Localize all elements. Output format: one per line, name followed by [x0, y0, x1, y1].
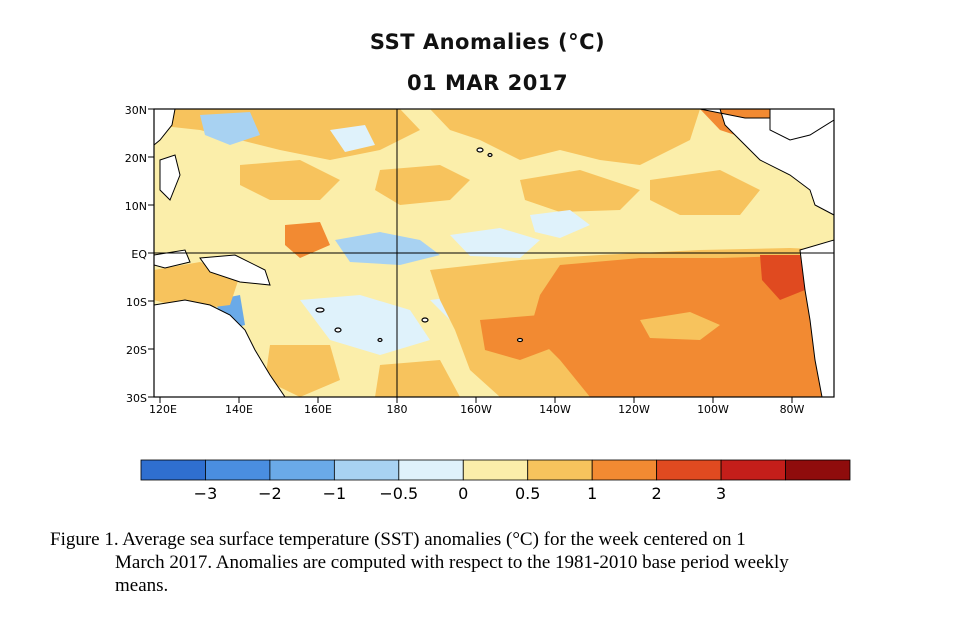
colorbar-swatch — [269, 459, 335, 481]
lat-label-10s: 10S — [126, 296, 147, 309]
lon-label-140w: 140W — [539, 403, 571, 416]
lat-label-eq: EQ — [131, 248, 147, 261]
colorbar-label: 3 — [716, 484, 726, 503]
lon-label-180: 180 — [387, 403, 408, 416]
lon-label-120e: 120E — [149, 403, 177, 416]
colorbar-swatch — [720, 459, 786, 481]
colorbar-swatch — [398, 459, 464, 481]
lon-label-140e: 140E — [225, 403, 253, 416]
lon-label-160w: 160W — [460, 403, 492, 416]
colorbar-swatch — [462, 459, 529, 481]
colorbar-swatch — [785, 459, 851, 481]
colorbar-label: −1 — [323, 484, 347, 503]
colorbar-label: 1 — [587, 484, 597, 503]
lon-label-120w: 120W — [618, 403, 650, 416]
lon-label-160e: 160E — [304, 403, 332, 416]
caption-line-1: Figure 1. Average sea surface temperatur… — [50, 529, 746, 550]
lat-label-20s: 20S — [126, 344, 147, 357]
colorbar-swatch — [140, 459, 206, 481]
map-date: 01 MAR 2017 — [406, 71, 569, 95]
colorbar-label: −0.5 — [379, 484, 418, 503]
lon-label-80w: 80W — [780, 403, 805, 416]
lon-label-100w: 100W — [697, 403, 729, 416]
lat-label-30s: 30S — [126, 392, 147, 405]
lat-label-30n: 30N — [125, 104, 147, 117]
lat-label-20n: 20N — [125, 152, 147, 165]
colorbar-swatch — [656, 459, 722, 481]
figure-caption: Figure 1. Average sea surface temperatur… — [50, 528, 950, 597]
colorbar-swatch — [333, 459, 400, 481]
colorbar-label: 2 — [652, 484, 662, 503]
colorbar-swatch — [205, 459, 271, 481]
colorbar-label: −3 — [194, 484, 218, 503]
lat-label-10n: 10N — [125, 200, 147, 213]
colorbar-label: 0.5 — [515, 484, 540, 503]
colorbar-label: 0 — [458, 484, 468, 503]
colorbar — [140, 459, 851, 481]
sst-anomaly-map: 30N 20N 10N EQ 10S 20S 30S 120E 140E 160… — [125, 104, 851, 503]
colorbar-swatch — [527, 459, 593, 481]
colorbar-swatch — [591, 459, 658, 481]
caption-line-3: means. — [115, 575, 169, 596]
caption-line-2: March 2017. Anomalies are computed with … — [115, 552, 789, 573]
colorbar-label: −2 — [258, 484, 282, 503]
map-title: SST Anomalies (°C) — [369, 30, 606, 54]
